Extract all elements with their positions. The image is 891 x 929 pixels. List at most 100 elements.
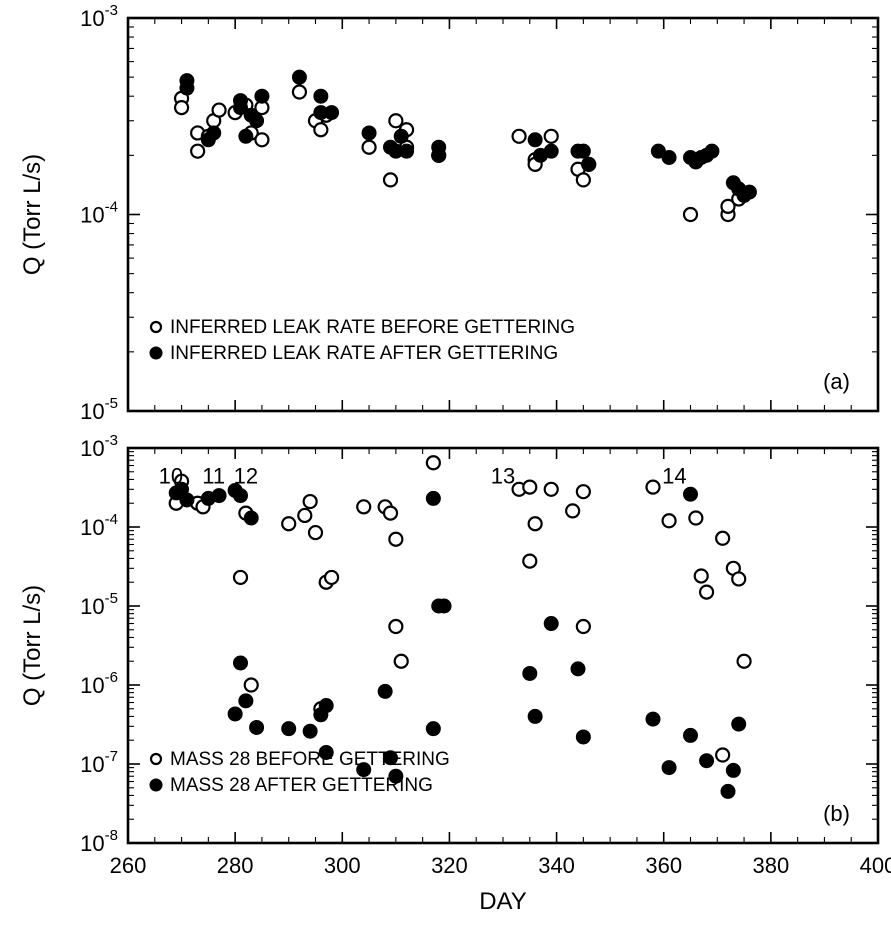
data-point-after (254, 88, 270, 104)
data-point-before (356, 499, 372, 515)
data-point-before (307, 524, 324, 541)
data-point-after (581, 156, 597, 172)
y-tick-label: 10-3 (80, 432, 118, 461)
data-point-before (382, 505, 399, 521)
x-tick-label: 320 (431, 853, 468, 878)
data-point-before (575, 618, 591, 635)
y-tick-label-exponent: -6 (105, 669, 118, 686)
data-point-before (731, 571, 747, 587)
data-point-before (388, 618, 404, 635)
data-point-after (233, 100, 248, 116)
y-tick-label: 10-4 (80, 511, 118, 540)
data-point-after (249, 719, 265, 735)
data-point-after (543, 616, 559, 632)
legend-marker (149, 752, 163, 766)
data-point-after (233, 488, 248, 504)
y-tick-label: 10-3 (80, 2, 118, 31)
data-point-before (565, 503, 581, 519)
data-point-after (425, 490, 441, 506)
y-tick-label-base: 10 (80, 6, 104, 31)
data-point-before (173, 99, 190, 116)
y-tick-label-exponent: -5 (105, 395, 118, 412)
data-point-after (377, 683, 393, 699)
panel-a: 10-310-410-5Q (Torr L/s)INFERRED LEAK RA… (19, 2, 880, 424)
data-point-after (436, 598, 452, 614)
legend-entry: INFERRED LEAK RATE AFTER GETTERING (170, 343, 558, 364)
data-point-after (720, 783, 736, 799)
x-tick-label: 400 (860, 853, 891, 878)
y-tick-label: 10-5 (80, 590, 118, 619)
y-tick-label-base: 10 (80, 594, 104, 619)
data-point-after (302, 723, 318, 739)
data-point-before (232, 569, 249, 586)
x-axis-title: DAY (479, 888, 527, 915)
data-point-after (318, 698, 334, 714)
data-point-before (698, 584, 715, 600)
data-point-after (527, 132, 543, 148)
data-point-after (661, 760, 677, 776)
data-point-before (313, 122, 329, 138)
data-point-before (388, 531, 404, 547)
y-tick-label-base: 10 (80, 831, 104, 856)
data-point-after (206, 125, 222, 141)
data-point-after (683, 486, 698, 502)
data-point-after (281, 721, 297, 737)
data-point-after (249, 113, 265, 129)
data-point-after (683, 727, 698, 743)
data-point-after (233, 655, 248, 671)
data-point-before (575, 172, 591, 188)
data-point-before (425, 455, 441, 471)
data-point-before (382, 172, 399, 188)
data-point-after (179, 80, 195, 96)
panel-label: (b) (823, 801, 850, 826)
y-tick-label-exponent: -7 (105, 748, 118, 765)
data-point-after (383, 750, 398, 766)
y-tick-label: 10-4 (80, 199, 118, 228)
y-tick-label-base: 10 (80, 752, 104, 777)
x-tick-label: 360 (645, 853, 682, 878)
cycle-annotation: 14 (662, 463, 686, 488)
data-point-after (313, 88, 329, 104)
data-point-after (645, 711, 661, 727)
data-point-after (211, 488, 227, 504)
data-point-after (575, 729, 591, 745)
data-point-before (736, 653, 752, 669)
y-tick-label-exponent: -3 (105, 432, 118, 449)
data-point-before (211, 102, 227, 118)
y-tick-label-base: 10 (80, 515, 104, 540)
data-point-after (179, 492, 195, 508)
data-point-after (356, 762, 372, 778)
data-point-after (291, 69, 307, 85)
legend-entry: INFERRED LEAK RATE BEFORE GETTERING (170, 317, 575, 338)
data-point-after (425, 721, 441, 737)
y-tick-label-base: 10 (80, 673, 104, 698)
y-tick-label-exponent: -4 (105, 511, 118, 528)
data-point-after (324, 105, 340, 121)
data-point-after (238, 128, 254, 144)
data-point-before (522, 553, 538, 569)
cycle-annotation: 13 (491, 463, 515, 488)
data-point-before (720, 198, 736, 214)
data-point-before (297, 507, 313, 524)
data-point-before (688, 510, 704, 526)
y-tick-label: 10-8 (80, 827, 118, 856)
data-point-before (645, 479, 661, 495)
cycle-annotation: 11 (202, 463, 225, 488)
y-tick-label-exponent: -4 (105, 199, 118, 216)
legend-entry: MASS 28 BEFORE GETTERING (170, 749, 450, 770)
legend-marker (149, 778, 163, 792)
data-point-after (731, 716, 747, 732)
data-point-before (388, 113, 404, 129)
data-point-after (575, 143, 591, 159)
x-tick-label: 260 (110, 853, 147, 878)
x-tick-label: 380 (752, 853, 789, 878)
data-point-after (361, 125, 377, 141)
data-point-before (522, 479, 538, 495)
y-tick-label: 10-7 (80, 748, 118, 777)
data-point-before (243, 677, 259, 693)
x-tick-label: 340 (538, 853, 575, 878)
y-tick-label-base: 10 (80, 399, 104, 424)
data-point-after (238, 693, 254, 709)
